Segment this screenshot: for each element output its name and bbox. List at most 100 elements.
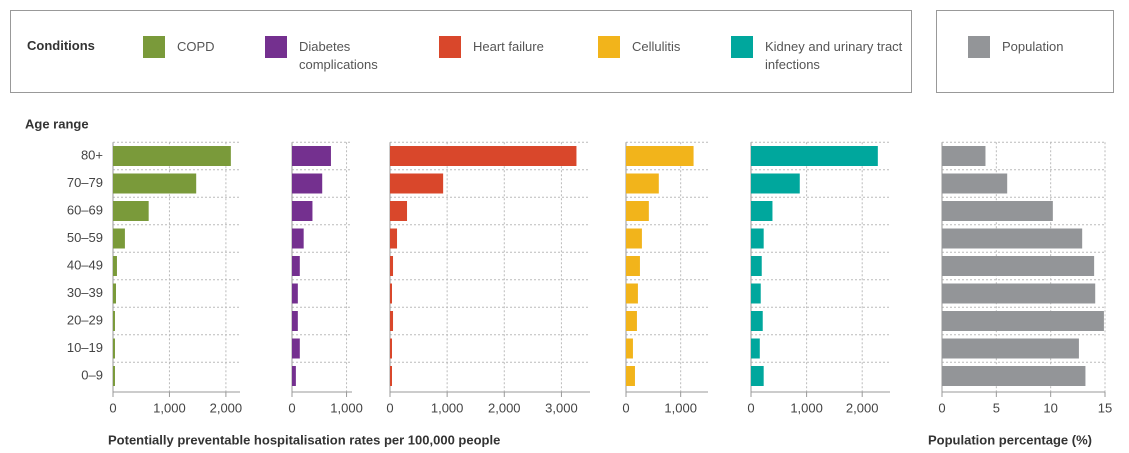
legend-label: Diabetes complications	[299, 39, 378, 72]
bar	[942, 146, 986, 166]
y-tick-label: 10–19	[67, 340, 103, 355]
x-tick-label: 1,000	[664, 400, 697, 415]
bar	[942, 201, 1053, 221]
bar	[942, 311, 1104, 331]
legend-swatch	[731, 36, 753, 58]
bar	[626, 256, 640, 276]
x-tick-label: 1,000	[153, 400, 186, 415]
x-axis-label: Population percentage (%)	[928, 432, 1092, 447]
x-tick-label: 10	[1043, 400, 1057, 415]
legend-title: Conditions	[27, 38, 95, 53]
bar	[292, 366, 296, 386]
bar	[751, 283, 761, 304]
bar	[751, 366, 764, 386]
x-tick-label: 0	[622, 400, 629, 415]
y-tick-label: 70–79	[67, 175, 103, 190]
legend-box	[936, 10, 1114, 93]
bar	[292, 201, 313, 221]
bar	[390, 201, 408, 221]
bar	[390, 366, 392, 386]
bar	[626, 311, 637, 331]
legend-label: Kidney and urinary tract infections	[765, 39, 903, 72]
y-tick-label: 80+	[81, 147, 103, 162]
y-tick-label: 50–59	[67, 230, 103, 245]
legend-swatch	[143, 36, 165, 58]
x-tick-label: 1,000	[431, 400, 464, 415]
bar	[626, 283, 638, 304]
bar	[390, 256, 394, 276]
bar	[292, 283, 298, 304]
x-tick-label: 0	[109, 400, 116, 415]
bar	[626, 366, 635, 386]
x-tick-label: 0	[288, 400, 295, 415]
bar	[626, 146, 694, 166]
y-tick-label: 40–49	[67, 257, 103, 272]
bar	[113, 228, 125, 249]
y-tick-label: 30–39	[67, 285, 103, 300]
legend-swatch	[265, 36, 287, 58]
bar	[942, 366, 1086, 386]
bar	[751, 311, 763, 331]
legend-swatch	[968, 36, 990, 58]
bar	[292, 256, 300, 276]
bar	[292, 311, 298, 331]
x-tick-label: 0	[386, 400, 393, 415]
bar	[942, 228, 1083, 249]
bar	[113, 338, 115, 359]
bar	[113, 283, 116, 304]
bar	[626, 228, 642, 249]
x-tick-label: 5	[993, 400, 1000, 415]
bar	[113, 366, 115, 386]
legend-swatch	[598, 36, 620, 58]
x-tick-label: 1,000	[330, 400, 363, 415]
legend-box	[10, 10, 912, 93]
y-tick-label: 60–69	[67, 202, 103, 217]
bar	[751, 256, 762, 276]
bar	[113, 201, 149, 221]
bar	[113, 173, 197, 194]
y-tick-label: 20–29	[67, 312, 103, 327]
bar	[626, 173, 659, 194]
bar	[390, 311, 394, 331]
bar	[942, 256, 1095, 276]
y-axis-label: Age range	[25, 116, 89, 131]
x-tick-label: 3,000	[545, 400, 578, 415]
y-tick-label: 0–9	[81, 367, 103, 382]
x-tick-label: 15	[1098, 400, 1112, 415]
bar	[113, 311, 115, 331]
bar	[390, 173, 444, 194]
x-tick-label: 1,000	[790, 400, 823, 415]
bar	[751, 173, 800, 194]
bar	[292, 228, 304, 249]
legend-label: COPD	[177, 39, 215, 54]
bar	[942, 173, 1008, 194]
bar	[390, 228, 398, 249]
bar	[626, 338, 633, 359]
x-tick-label: 2,000	[210, 400, 243, 415]
bar	[292, 338, 300, 359]
legend-label: Heart failure	[473, 39, 544, 54]
bar	[390, 283, 392, 304]
bar	[751, 338, 760, 359]
bar	[113, 146, 231, 166]
x-tick-label: 0	[747, 400, 754, 415]
bar	[390, 338, 392, 359]
bar	[751, 201, 773, 221]
bar	[942, 283, 1096, 304]
x-tick-label: 0	[938, 400, 945, 415]
bar	[942, 338, 1079, 359]
bar	[751, 228, 764, 249]
bar	[751, 146, 878, 166]
bar	[390, 146, 577, 166]
x-axis-label: Potentially preventable hospitalisation …	[108, 432, 500, 447]
bar	[292, 146, 331, 166]
x-tick-label: 2,000	[846, 400, 879, 415]
legend-swatch	[439, 36, 461, 58]
bar	[292, 173, 323, 194]
legend-label: Population	[1002, 39, 1064, 54]
legend-label: Cellulitis	[632, 39, 681, 54]
bar	[113, 256, 117, 276]
x-tick-label: 2,000	[488, 400, 521, 415]
